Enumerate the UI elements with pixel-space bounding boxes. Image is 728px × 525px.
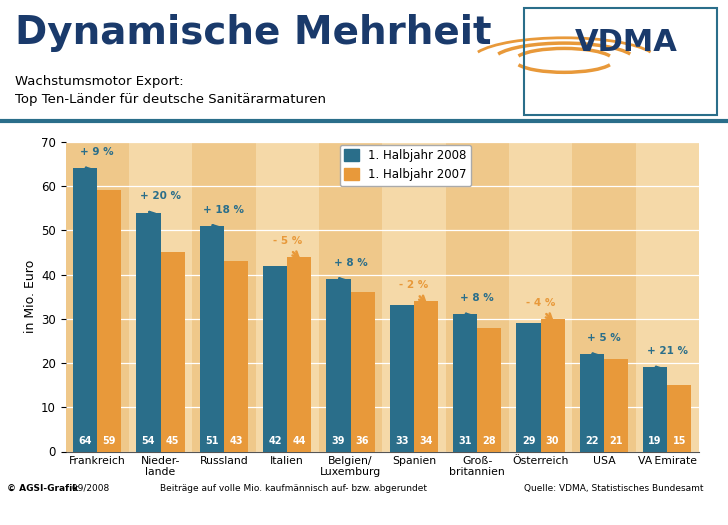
Text: 21: 21 <box>609 436 622 446</box>
Text: Quelle: VDMA, Statistisches Bundesamt: Quelle: VDMA, Statistisches Bundesamt <box>524 484 704 493</box>
Bar <box>516 323 540 452</box>
Text: 19: 19 <box>649 436 662 446</box>
Text: 45: 45 <box>166 436 179 446</box>
Text: 59: 59 <box>103 436 116 446</box>
Bar <box>453 314 478 452</box>
Text: 51: 51 <box>205 436 218 446</box>
Text: Beiträge auf volle Mio. kaufmännisch auf- bzw. abgerundet: Beiträge auf volle Mio. kaufmännisch auf… <box>160 484 427 493</box>
Text: + 8 %: + 8 % <box>460 293 494 303</box>
Y-axis label: in Mio. Euro: in Mio. Euro <box>24 260 36 333</box>
Text: 44: 44 <box>293 436 306 446</box>
Text: - 4 %: - 4 % <box>526 298 555 308</box>
Bar <box>351 292 375 452</box>
Text: + 8 %: + 8 % <box>333 258 368 268</box>
Text: 54: 54 <box>142 436 155 446</box>
Bar <box>136 213 161 452</box>
Bar <box>604 359 628 452</box>
Text: 31: 31 <box>459 436 472 446</box>
Bar <box>636 142 699 452</box>
Bar <box>326 279 351 452</box>
Text: 09/2008: 09/2008 <box>69 484 109 493</box>
Text: 39: 39 <box>332 436 345 446</box>
Text: 43: 43 <box>229 436 242 446</box>
Text: + 5 %: + 5 % <box>587 333 621 343</box>
Bar <box>446 142 509 452</box>
Text: 34: 34 <box>419 436 432 446</box>
Bar <box>389 306 414 452</box>
Text: 15: 15 <box>673 436 686 446</box>
Bar <box>73 169 98 452</box>
Bar <box>541 319 565 452</box>
Text: 22: 22 <box>585 436 598 446</box>
Text: Dynamische Mehrheit: Dynamische Mehrheit <box>15 15 491 53</box>
Text: + 21 %: + 21 % <box>646 346 688 356</box>
Text: + 20 %: + 20 % <box>140 192 181 202</box>
Bar <box>66 142 129 452</box>
Bar <box>509 142 572 452</box>
Text: 30: 30 <box>546 436 559 446</box>
Bar <box>288 257 312 452</box>
Bar <box>579 354 604 452</box>
Bar <box>129 142 192 452</box>
Text: 28: 28 <box>483 436 496 446</box>
Bar <box>98 191 122 452</box>
Text: 64: 64 <box>79 436 92 446</box>
Bar <box>478 328 502 452</box>
Text: - 2 %: - 2 % <box>399 280 429 290</box>
Text: © AGSI-Grafik: © AGSI-Grafik <box>7 484 79 493</box>
Bar <box>192 142 256 452</box>
Text: + 9 %: + 9 % <box>80 147 114 157</box>
Bar <box>319 142 382 452</box>
Bar <box>572 142 636 452</box>
Bar <box>643 368 668 452</box>
Text: 36: 36 <box>356 436 369 446</box>
Legend: 1. Halbjahr 2008, 1. Halbjahr 2007: 1. Halbjahr 2008, 1. Halbjahr 2007 <box>340 144 471 186</box>
Text: 33: 33 <box>395 436 408 446</box>
Bar <box>668 385 692 452</box>
Text: VDMA: VDMA <box>575 28 678 57</box>
Bar <box>161 253 185 452</box>
Text: 42: 42 <box>269 436 282 446</box>
Bar <box>199 226 224 452</box>
Text: - 5 %: - 5 % <box>272 236 302 246</box>
Bar <box>224 261 248 452</box>
Bar <box>256 142 319 452</box>
Text: Wachstumsmotor Export:
Top Ten-Länder für deutsche Sanitärarmaturen: Wachstumsmotor Export: Top Ten-Länder fü… <box>15 75 325 106</box>
Text: + 18 %: + 18 % <box>203 205 245 215</box>
Text: 29: 29 <box>522 436 535 446</box>
Bar <box>263 266 288 452</box>
Bar <box>382 142 446 452</box>
Bar <box>414 301 438 452</box>
